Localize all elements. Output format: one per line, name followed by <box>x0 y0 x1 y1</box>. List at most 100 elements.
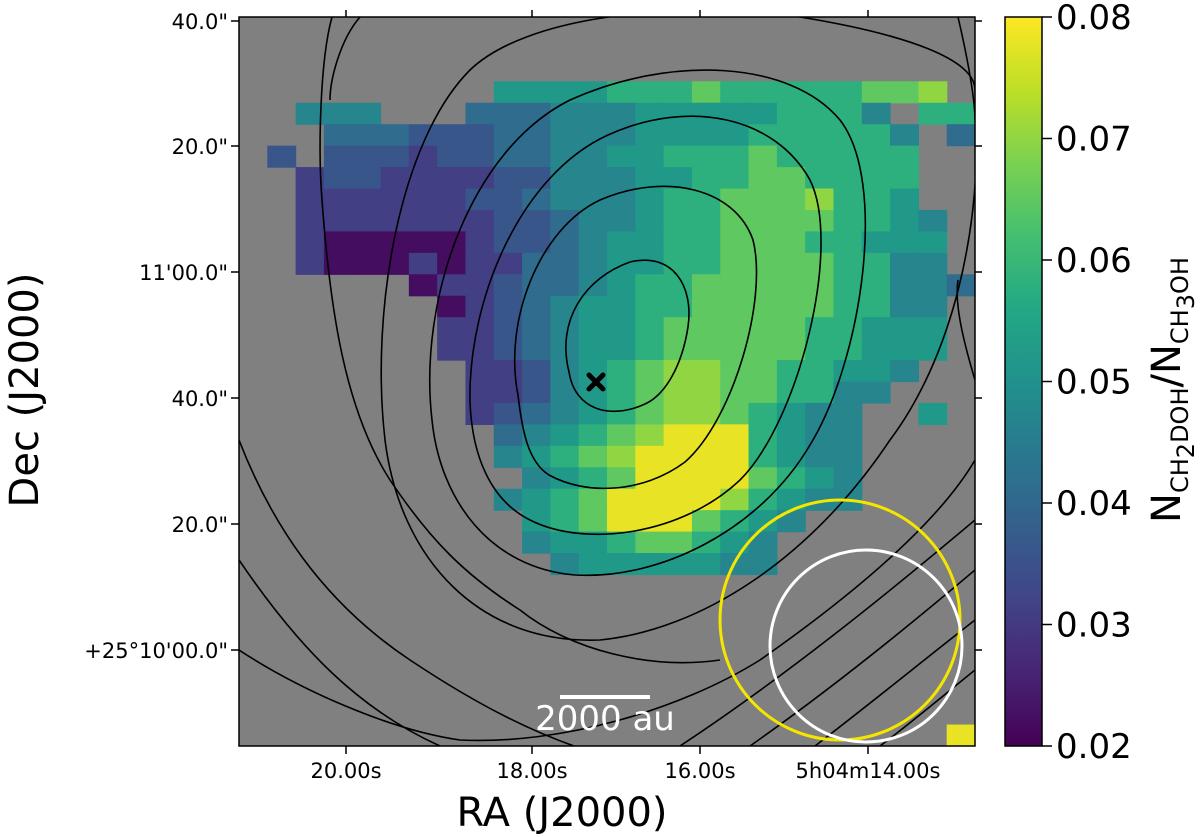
map-pixel <box>635 424 665 447</box>
map-pixel <box>578 231 608 254</box>
map-pixel <box>748 274 778 297</box>
map-pixel <box>890 317 919 340</box>
map-pixel <box>522 317 551 340</box>
y-axis <box>231 20 982 651</box>
map-pixel <box>861 295 891 318</box>
map-pixel <box>691 317 721 340</box>
map-pixel <box>776 338 806 361</box>
scalebar-label: 2000 au <box>535 699 675 739</box>
map-pixel <box>352 167 382 190</box>
map-pixel <box>635 231 665 254</box>
map-pixel <box>267 145 297 168</box>
map-pixel <box>635 209 665 233</box>
map-pixel <box>861 231 891 254</box>
map-pixel <box>776 102 806 125</box>
map-pixel <box>833 424 863 447</box>
map-pixel <box>522 295 551 318</box>
map-pixel <box>805 102 835 125</box>
pixel-map <box>267 81 975 746</box>
map-pixel <box>720 252 750 275</box>
map-pixel <box>522 510 551 533</box>
map-pixel <box>465 317 495 340</box>
map-pixel <box>890 145 919 168</box>
map-pixel <box>805 360 835 383</box>
map-pixel <box>918 252 948 275</box>
map-pixel <box>465 209 495 233</box>
map-pixel <box>635 167 665 190</box>
map-pixel <box>578 252 608 275</box>
map-pixel <box>607 445 636 468</box>
map-pixel <box>776 445 806 468</box>
map-pixel <box>748 338 778 361</box>
map-pixel <box>550 167 580 190</box>
y-tick-label: 11'00.0" <box>139 261 228 285</box>
map-pixel <box>691 102 721 125</box>
map-pixel <box>437 317 467 340</box>
map-pixel <box>635 531 665 554</box>
map-pixel <box>522 209 551 233</box>
map-pixel <box>295 167 325 190</box>
map-pixel <box>663 381 693 404</box>
map-pixel <box>918 209 948 233</box>
map-pixel <box>465 381 495 404</box>
map-pixel <box>776 252 806 275</box>
map-pixel <box>408 252 438 275</box>
map-pixel <box>578 295 608 318</box>
map-pixel <box>861 102 891 125</box>
y-tick-label: 40.0" <box>172 10 228 34</box>
map-pixel <box>748 553 778 576</box>
map-pixel <box>295 252 325 275</box>
map-pixel <box>720 510 750 533</box>
yellow-beam <box>718 498 962 742</box>
map-pixel <box>635 338 665 361</box>
map-pixel <box>380 124 410 147</box>
map-pixel <box>805 445 835 468</box>
map-pixel <box>465 360 495 383</box>
contour-right-edge-2 <box>956 279 975 381</box>
map-pixel <box>607 488 636 511</box>
map-pixel <box>323 124 353 147</box>
map-pixel <box>550 209 580 233</box>
map-pixel <box>607 338 636 361</box>
map-pixel <box>833 209 863 233</box>
map-pixel <box>607 274 636 297</box>
map-pixel <box>352 145 382 168</box>
map-pixel <box>748 317 778 340</box>
map-pixel <box>408 145 438 168</box>
map-pixel <box>437 145 467 168</box>
map-pixel <box>748 510 778 533</box>
map-pixel <box>691 81 721 104</box>
map-pixel <box>663 424 693 447</box>
map-pixel <box>890 209 919 233</box>
map-pixel <box>691 553 721 576</box>
map-pixel <box>465 252 495 275</box>
contour-level-4 <box>428 69 867 577</box>
map-pixel <box>663 81 693 104</box>
map-pixel <box>578 209 608 233</box>
map-pixel <box>550 252 580 275</box>
map-pixel <box>635 317 665 340</box>
map-pixel <box>776 124 806 147</box>
map-pixel <box>805 402 835 425</box>
x-tick-label: 20.00s <box>310 759 381 783</box>
map-pixel <box>550 424 580 447</box>
colorbar-tick-label: 0.03 <box>1056 606 1132 646</box>
map-pixel <box>465 295 495 318</box>
map-pixel <box>861 145 891 168</box>
map-pixel <box>493 424 523 447</box>
map-pixel <box>805 317 835 340</box>
map-pixel <box>437 188 467 211</box>
map-pixel <box>691 188 721 211</box>
map-pixel <box>578 510 608 533</box>
map-pixel <box>805 338 835 361</box>
map-pixel <box>805 231 835 254</box>
map-pixel <box>720 231 750 254</box>
map-pixel <box>776 510 806 533</box>
map-pixel <box>380 231 410 254</box>
map-pixel <box>437 124 467 147</box>
map-pixel <box>465 124 495 147</box>
map-pixel <box>522 167 551 190</box>
colorbar-tick-labels: 0.02 0.03 0.04 0.05 0.06 0.07 0.08 <box>1056 0 1132 767</box>
map-pixel <box>295 188 325 211</box>
contour-level-7 <box>239 439 577 746</box>
